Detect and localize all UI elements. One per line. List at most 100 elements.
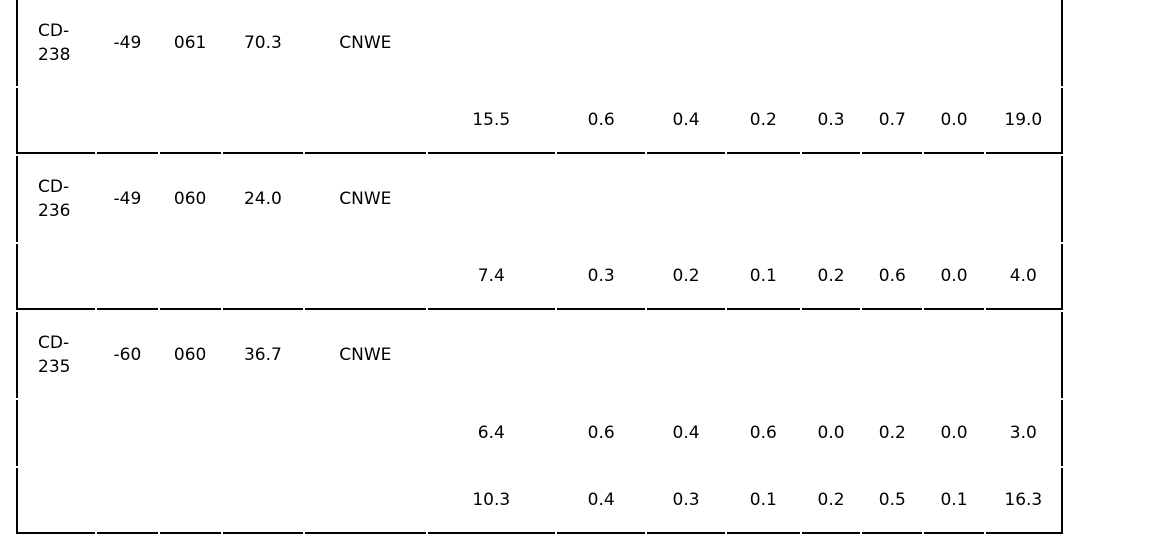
cell: 0.3 — [557, 244, 646, 310]
group-head-row: CD-235 -60 060 36.7 CNWE — [16, 312, 1063, 398]
cell — [647, 0, 724, 86]
data-row: 7.4 0.3 0.2 0.1 0.2 0.6 0.0 4.0 — [16, 244, 1063, 310]
cell-text: 36.7 — [243, 345, 282, 365]
cell: 4.0 — [985, 244, 1063, 310]
cell — [557, 312, 645, 398]
cell — [16, 88, 96, 154]
cell: 0.1 — [726, 244, 800, 310]
cell: 0.0 — [924, 88, 984, 154]
cell — [428, 312, 555, 398]
cell — [159, 468, 221, 534]
cell — [802, 0, 860, 86]
cell — [222, 244, 304, 310]
cell-text: 060 — [173, 189, 207, 209]
cell — [862, 0, 922, 86]
cell-text: 060 — [173, 345, 207, 365]
data-row: 15.5 0.6 0.4 0.2 0.3 0.7 0.0 19.0 — [16, 88, 1063, 154]
cell-text: CNWE — [339, 189, 392, 209]
sample-id: CD-236 — [38, 177, 71, 221]
cell — [802, 156, 860, 242]
cell: 0.3 — [647, 468, 725, 534]
cell — [97, 400, 157, 466]
cell-value: 0.6 — [749, 423, 777, 443]
cell-value: 0.1 — [749, 490, 777, 510]
cell: 0.5 — [862, 468, 923, 534]
cell: 0.0 — [924, 244, 984, 310]
cell-value: 0.6 — [587, 110, 615, 130]
cell-value: 6.4 — [477, 423, 505, 443]
cell — [647, 156, 724, 242]
cell: 19.0 — [985, 88, 1063, 154]
data-row: 10.3 0.4 0.3 0.1 0.2 0.5 0.1 16.3 — [16, 468, 1063, 534]
cell: 0.1 — [726, 468, 800, 534]
cell-value: 0.2 — [672, 266, 700, 286]
cell — [159, 244, 221, 310]
cell-value: 0.2 — [878, 423, 906, 443]
cell — [16, 244, 96, 310]
sample-id: CD-238 — [38, 21, 71, 65]
cell: 0.4 — [647, 400, 724, 466]
cell-value: 0.2 — [749, 110, 777, 130]
cell: 060 — [160, 312, 221, 398]
cell — [924, 156, 983, 242]
cell — [16, 468, 96, 534]
cell: CD-235 — [16, 312, 95, 398]
cell-value: 0.2 — [817, 490, 845, 510]
cell: 7.4 — [427, 244, 556, 310]
cell-value: 15.5 — [472, 110, 511, 130]
cell: 0.2 — [801, 244, 861, 310]
cell-text: CNWE — [339, 345, 392, 365]
cell-value: 0.4 — [672, 110, 700, 130]
cell-text: CNWE — [339, 33, 392, 53]
cell-value: 0.3 — [817, 110, 845, 130]
cell — [647, 312, 724, 398]
cell — [986, 156, 1063, 242]
cell — [305, 468, 426, 534]
cell-text: 24.0 — [243, 189, 282, 209]
cell — [159, 88, 221, 154]
cell — [986, 312, 1063, 398]
cell-text: -49 — [113, 189, 142, 209]
cell: 060 — [160, 156, 221, 242]
cell: 0.4 — [647, 88, 725, 154]
cell: 0.1 — [924, 468, 984, 534]
cell: 10.3 — [427, 468, 556, 534]
cell-value: 0.2 — [817, 266, 845, 286]
cell-value: 0.0 — [940, 266, 968, 286]
cell-text: 70.3 — [243, 33, 282, 53]
cell — [305, 88, 426, 154]
cell — [924, 312, 983, 398]
cell-text: 061 — [173, 33, 207, 53]
cell-value: 0.1 — [940, 490, 968, 510]
cell — [862, 156, 922, 242]
cell: 24.0 — [223, 156, 303, 242]
cell-value: 0.5 — [878, 490, 906, 510]
cell — [802, 312, 860, 398]
cell: 16.3 — [985, 468, 1063, 534]
cell — [557, 156, 645, 242]
cell: 0.6 — [557, 400, 645, 466]
cell: CNWE — [305, 0, 425, 86]
cell — [97, 468, 158, 534]
cell: 0.2 — [726, 88, 800, 154]
cell: 0.2 — [801, 468, 861, 534]
cell — [727, 156, 800, 242]
cell: -60 — [97, 312, 157, 398]
cell-value: 0.3 — [672, 490, 700, 510]
cell: -49 — [97, 156, 157, 242]
cell — [223, 400, 303, 466]
cell: CNWE — [305, 312, 425, 398]
cell: 0.3 — [801, 88, 861, 154]
cell — [862, 312, 922, 398]
cell — [428, 156, 555, 242]
cell — [160, 400, 221, 466]
cell: 061 — [160, 0, 221, 86]
cell: 0.4 — [557, 468, 646, 534]
sample-id: CD-235 — [38, 333, 71, 377]
data-table: CD-238 -49 061 70.3 CNWE 15.5 0.6 0.4 0.2 0.3 0.7 0… — [14, 0, 1065, 536]
group-head-row: CD-238 -49 061 70.3 CNWE — [16, 0, 1063, 86]
cell-text: -49 — [113, 33, 142, 53]
cell-value: 3.0 — [1009, 423, 1037, 443]
cell — [222, 88, 304, 154]
cell: 70.3 — [223, 0, 303, 86]
